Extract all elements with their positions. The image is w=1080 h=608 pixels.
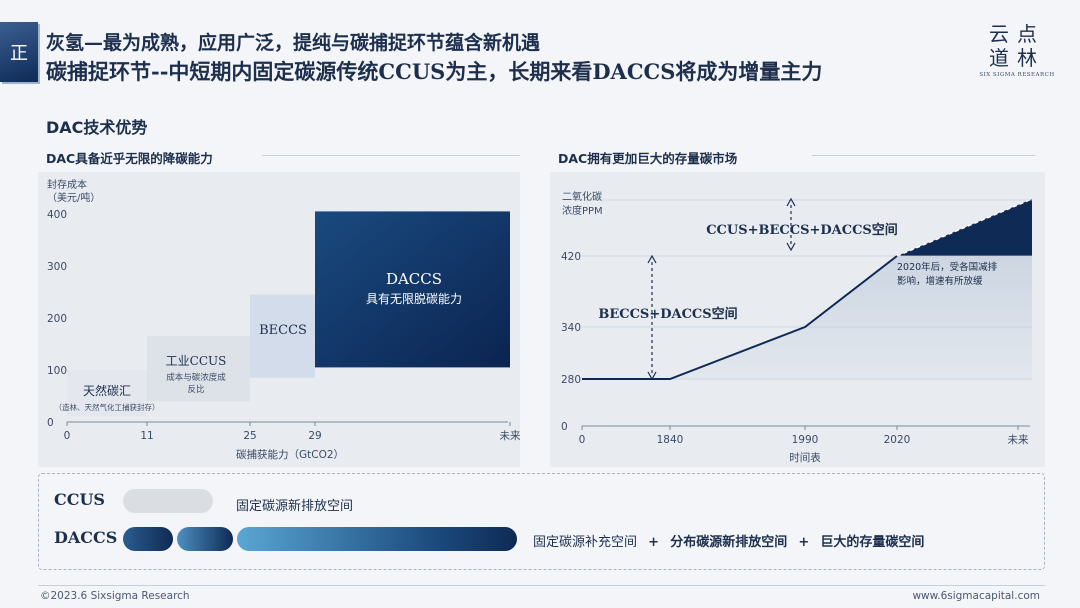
segment-note-natural-sink: （造林、天然气化工捕获封存） xyxy=(55,402,160,412)
segment-note-ccus-2: 反比 xyxy=(187,384,204,395)
right-chart-subtitle: DAC拥有更加巨大的存量碳市场 xyxy=(558,151,738,166)
segment-label-beccs: BECCS xyxy=(259,323,307,338)
ccus-label: CCUS xyxy=(54,490,105,509)
segment-note-daccs: 具有无限脱碳能力 xyxy=(366,291,462,306)
logo-line2: 道林 xyxy=(989,46,1045,70)
right-x-tick-label: 1840 xyxy=(657,434,684,446)
beccs-space-arrow-head-down xyxy=(647,371,657,381)
left-x-tick-label: 未来 xyxy=(500,430,521,442)
footer-divider xyxy=(38,585,1045,586)
ccus-space-arrow-head-up xyxy=(786,197,796,207)
left-x-tick-label: 0 xyxy=(64,430,71,442)
header-badge: 正 xyxy=(0,22,38,82)
comparison-panel xyxy=(38,473,1045,570)
left-x-tick-label: 29 xyxy=(308,430,321,442)
daccs-text-line: 固定碳源补充空间 + 分布碳源新排放空间 + 巨大的存量碳空间 xyxy=(533,531,924,550)
ccus-text: 固定碳源新排放空间 xyxy=(236,499,354,514)
daccs-bar-2 xyxy=(177,527,233,551)
right-x-tick-label: 1990 xyxy=(792,434,819,446)
section-title: DAC技术优势 xyxy=(46,118,148,137)
segment-label-natural-sink: 天然碳汇 xyxy=(83,383,131,398)
left-x-axis-label: 碳捕获能力（GtCO2） xyxy=(236,448,344,461)
right-y-tick-label: 420 xyxy=(561,251,581,263)
right-y-tick-label: 0 xyxy=(561,421,568,433)
left-y-tick-label: 0 xyxy=(47,417,54,429)
annotation-ccus-space: CCUS+BECCS+DACCS空间 xyxy=(706,222,898,238)
right-x-tick-label: 2020 xyxy=(884,434,911,446)
right-y-axis-label-1: 二氧化碳 xyxy=(562,190,602,203)
left-y-axis-label: 封存成本 xyxy=(47,178,87,191)
right-y-tick-label: 280 xyxy=(561,374,581,386)
footer-copyright: ©2023.6 Sixsigma Research xyxy=(40,590,190,602)
left-x-tick-label: 25 xyxy=(243,430,256,442)
beccs-space-arrow-head-up xyxy=(647,254,657,264)
cost-segment-0 xyxy=(67,370,147,416)
cost-segment-2 xyxy=(250,294,315,378)
right-y-tick-label: 340 xyxy=(561,322,581,334)
daccs-bar-1 xyxy=(123,527,173,551)
left-y-tick-label: 100 xyxy=(47,365,67,377)
left-chart-svg: 0 11 25 29 未来 0 100 200 300 400 封存成本（美元/吨） 碳捕获能力（Gt… xyxy=(38,172,1045,467)
brand-logo: 云点 道林 SIX SIGMA RESEARCH xyxy=(972,22,1062,78)
logo-subtext: SIX SIGMA RESEARCH xyxy=(979,72,1055,78)
cost-segment-1 xyxy=(147,336,250,402)
daccs-bar-3 xyxy=(237,527,517,551)
plus-sign-2: + xyxy=(798,535,810,550)
cost-segment-3 xyxy=(315,211,510,368)
ccus-space-arrow-head-down xyxy=(786,242,796,252)
annotation-note-2: 影响，增速有所放缓 xyxy=(897,275,983,287)
logo-line1: 云点 xyxy=(989,22,1045,46)
left-y-axis-unit: （美元/吨） xyxy=(47,191,100,204)
right-x-tick-label: 0 xyxy=(579,434,586,446)
right-x-axis-label: 时间表 xyxy=(789,451,821,464)
page-title-line1: 灰氢—最为成熟，应用广泛，提纯与碳捕捉环节蕴含新机遇 xyxy=(46,32,541,54)
right-area-shade xyxy=(582,256,1032,379)
left-chart-subtitle: DAC具备近乎无限的降碳能力 xyxy=(46,151,213,166)
left-y-tick-label: 200 xyxy=(47,313,67,325)
annotation-beccs-space: BECCS+DACCS空间 xyxy=(598,306,737,322)
page-title-line2: 碳捕捉环节--中短期内固定碳源传统CCUS为主，长期来看DACCS将成为增量主力 xyxy=(46,59,823,84)
daccs-text-2: 分布碳源新排放空间 xyxy=(670,535,788,550)
daccs-text-1: 固定碳源补充空间 xyxy=(533,535,638,550)
left-y-tick-label: 400 xyxy=(47,209,67,221)
right-x-tick-label: 未来 xyxy=(1008,434,1030,446)
segment-label-daccs: DACCS xyxy=(386,270,442,288)
daccs-text-3: 巨大的存量碳空间 xyxy=(820,535,925,550)
segment-note-ccus-1: 成本与碳浓度成 xyxy=(166,372,226,383)
right-subtitle-divider xyxy=(812,155,1035,156)
left-subtitle-divider xyxy=(262,155,520,156)
left-y-tick-label: 300 xyxy=(47,261,67,273)
right-co2-line xyxy=(582,255,898,380)
footer-website: www.6sigmacapital.com xyxy=(912,590,1040,602)
daccs-label: DACCS xyxy=(54,528,118,547)
ccus-bar xyxy=(123,489,213,513)
plus-sign-1: + xyxy=(648,535,660,550)
right-y-axis-label-2: 浓度PPM xyxy=(562,204,603,217)
segment-label-industrial-ccus: 工业CCUS xyxy=(166,354,227,368)
left-x-tick-label: 11 xyxy=(140,430,153,442)
annotation-note-1: 2020年后，受各国减排 xyxy=(897,261,998,273)
right-future-dashed-line xyxy=(896,198,1033,257)
